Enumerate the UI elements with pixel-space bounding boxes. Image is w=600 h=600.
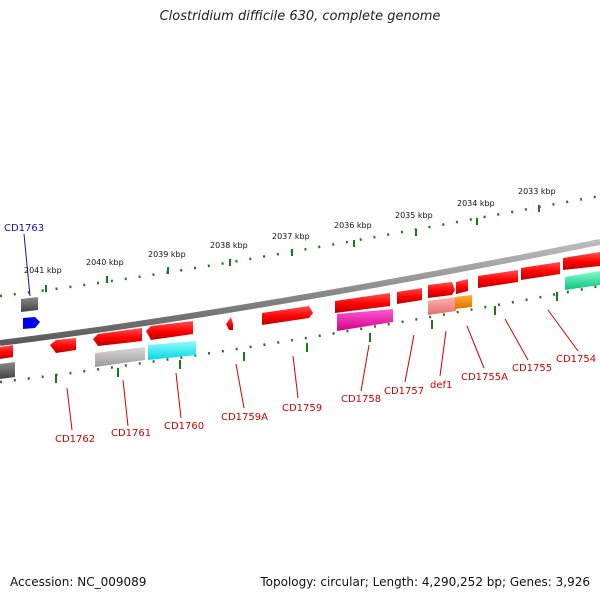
gene-feature [397, 288, 422, 304]
gene-label-cd1759: CD1759 [282, 403, 322, 414]
gene-label-cd1763: CD1763 [4, 223, 44, 234]
genome-backbone [0, 239, 600, 346]
kbp-label: 2035 kbp [395, 211, 433, 220]
map-title: Clostridium difficile 630, complete geno… [159, 9, 441, 24]
gene-label-cd1755a: CD1755A [461, 372, 508, 383]
kbp-label: 2033 kbp [518, 187, 556, 196]
gene-feature [456, 279, 468, 294]
gene-feature [21, 297, 38, 312]
gene-feature [146, 321, 193, 340]
gene-feature [521, 262, 560, 280]
gene-feature [563, 252, 600, 270]
outer-tick-row [0, 194, 600, 298]
kbp-label: 2041 kbp [24, 266, 62, 275]
gene-feature [565, 271, 600, 290]
gene-feature [0, 362, 15, 379]
kbp-label: 2037 kbp [272, 232, 310, 241]
gene-feature [148, 341, 196, 360]
gene-feature [50, 338, 76, 353]
gene-feature [226, 317, 233, 330]
gene-feature [478, 270, 518, 288]
gene-feature [93, 328, 142, 346]
reverse-features [0, 317, 233, 379]
gene-label-cd1762: CD1762 [55, 434, 95, 445]
gene-feature [455, 295, 472, 309]
gene-feature [337, 309, 393, 331]
gene-label-cd1757: CD1757 [384, 386, 424, 397]
gene-label-cd1761: CD1761 [111, 428, 151, 439]
kbp-labels: 2041 kbp 2040 kbp 2039 kbp 2038 kbp 2037… [24, 187, 556, 275]
kbp-label: 2036 kbp [334, 221, 372, 230]
kbp-label: 2039 kbp [148, 250, 186, 259]
gene-feature [262, 306, 313, 325]
gene-feature [95, 347, 145, 367]
accession-text: Accession: NC_009089 [10, 575, 147, 589]
kbp-label: 2040 kbp [86, 258, 124, 267]
inner-tick-row [0, 284, 600, 384]
gene-label-def1: def1 [430, 380, 452, 391]
gene-label-cd1754: CD1754 [556, 354, 596, 365]
gene-labels: CD1763 CD1762 CD1761 CD1760 CD1759A CD17… [4, 223, 596, 445]
genome-summary: Topology: circular; Length: 4,290,252 bp… [260, 575, 590, 589]
gene-feature [23, 317, 40, 329]
gene-label-cd1760: CD1760 [164, 421, 204, 432]
gene-feature [428, 297, 456, 315]
gene-label-cd1758: CD1758 [341, 394, 381, 405]
kbp-label: 2034 kbp [457, 199, 495, 208]
gene-feature [0, 345, 13, 359]
gene-label-cd1759a: CD1759A [221, 412, 268, 423]
kbp-label: 2038 kbp [210, 241, 248, 250]
gene-feature [335, 293, 390, 313]
label-leader-lines [23, 233, 579, 431]
forward-features [21, 252, 600, 331]
gene-label-cd1755: CD1755 [512, 363, 552, 374]
gene-feature [428, 282, 455, 298]
